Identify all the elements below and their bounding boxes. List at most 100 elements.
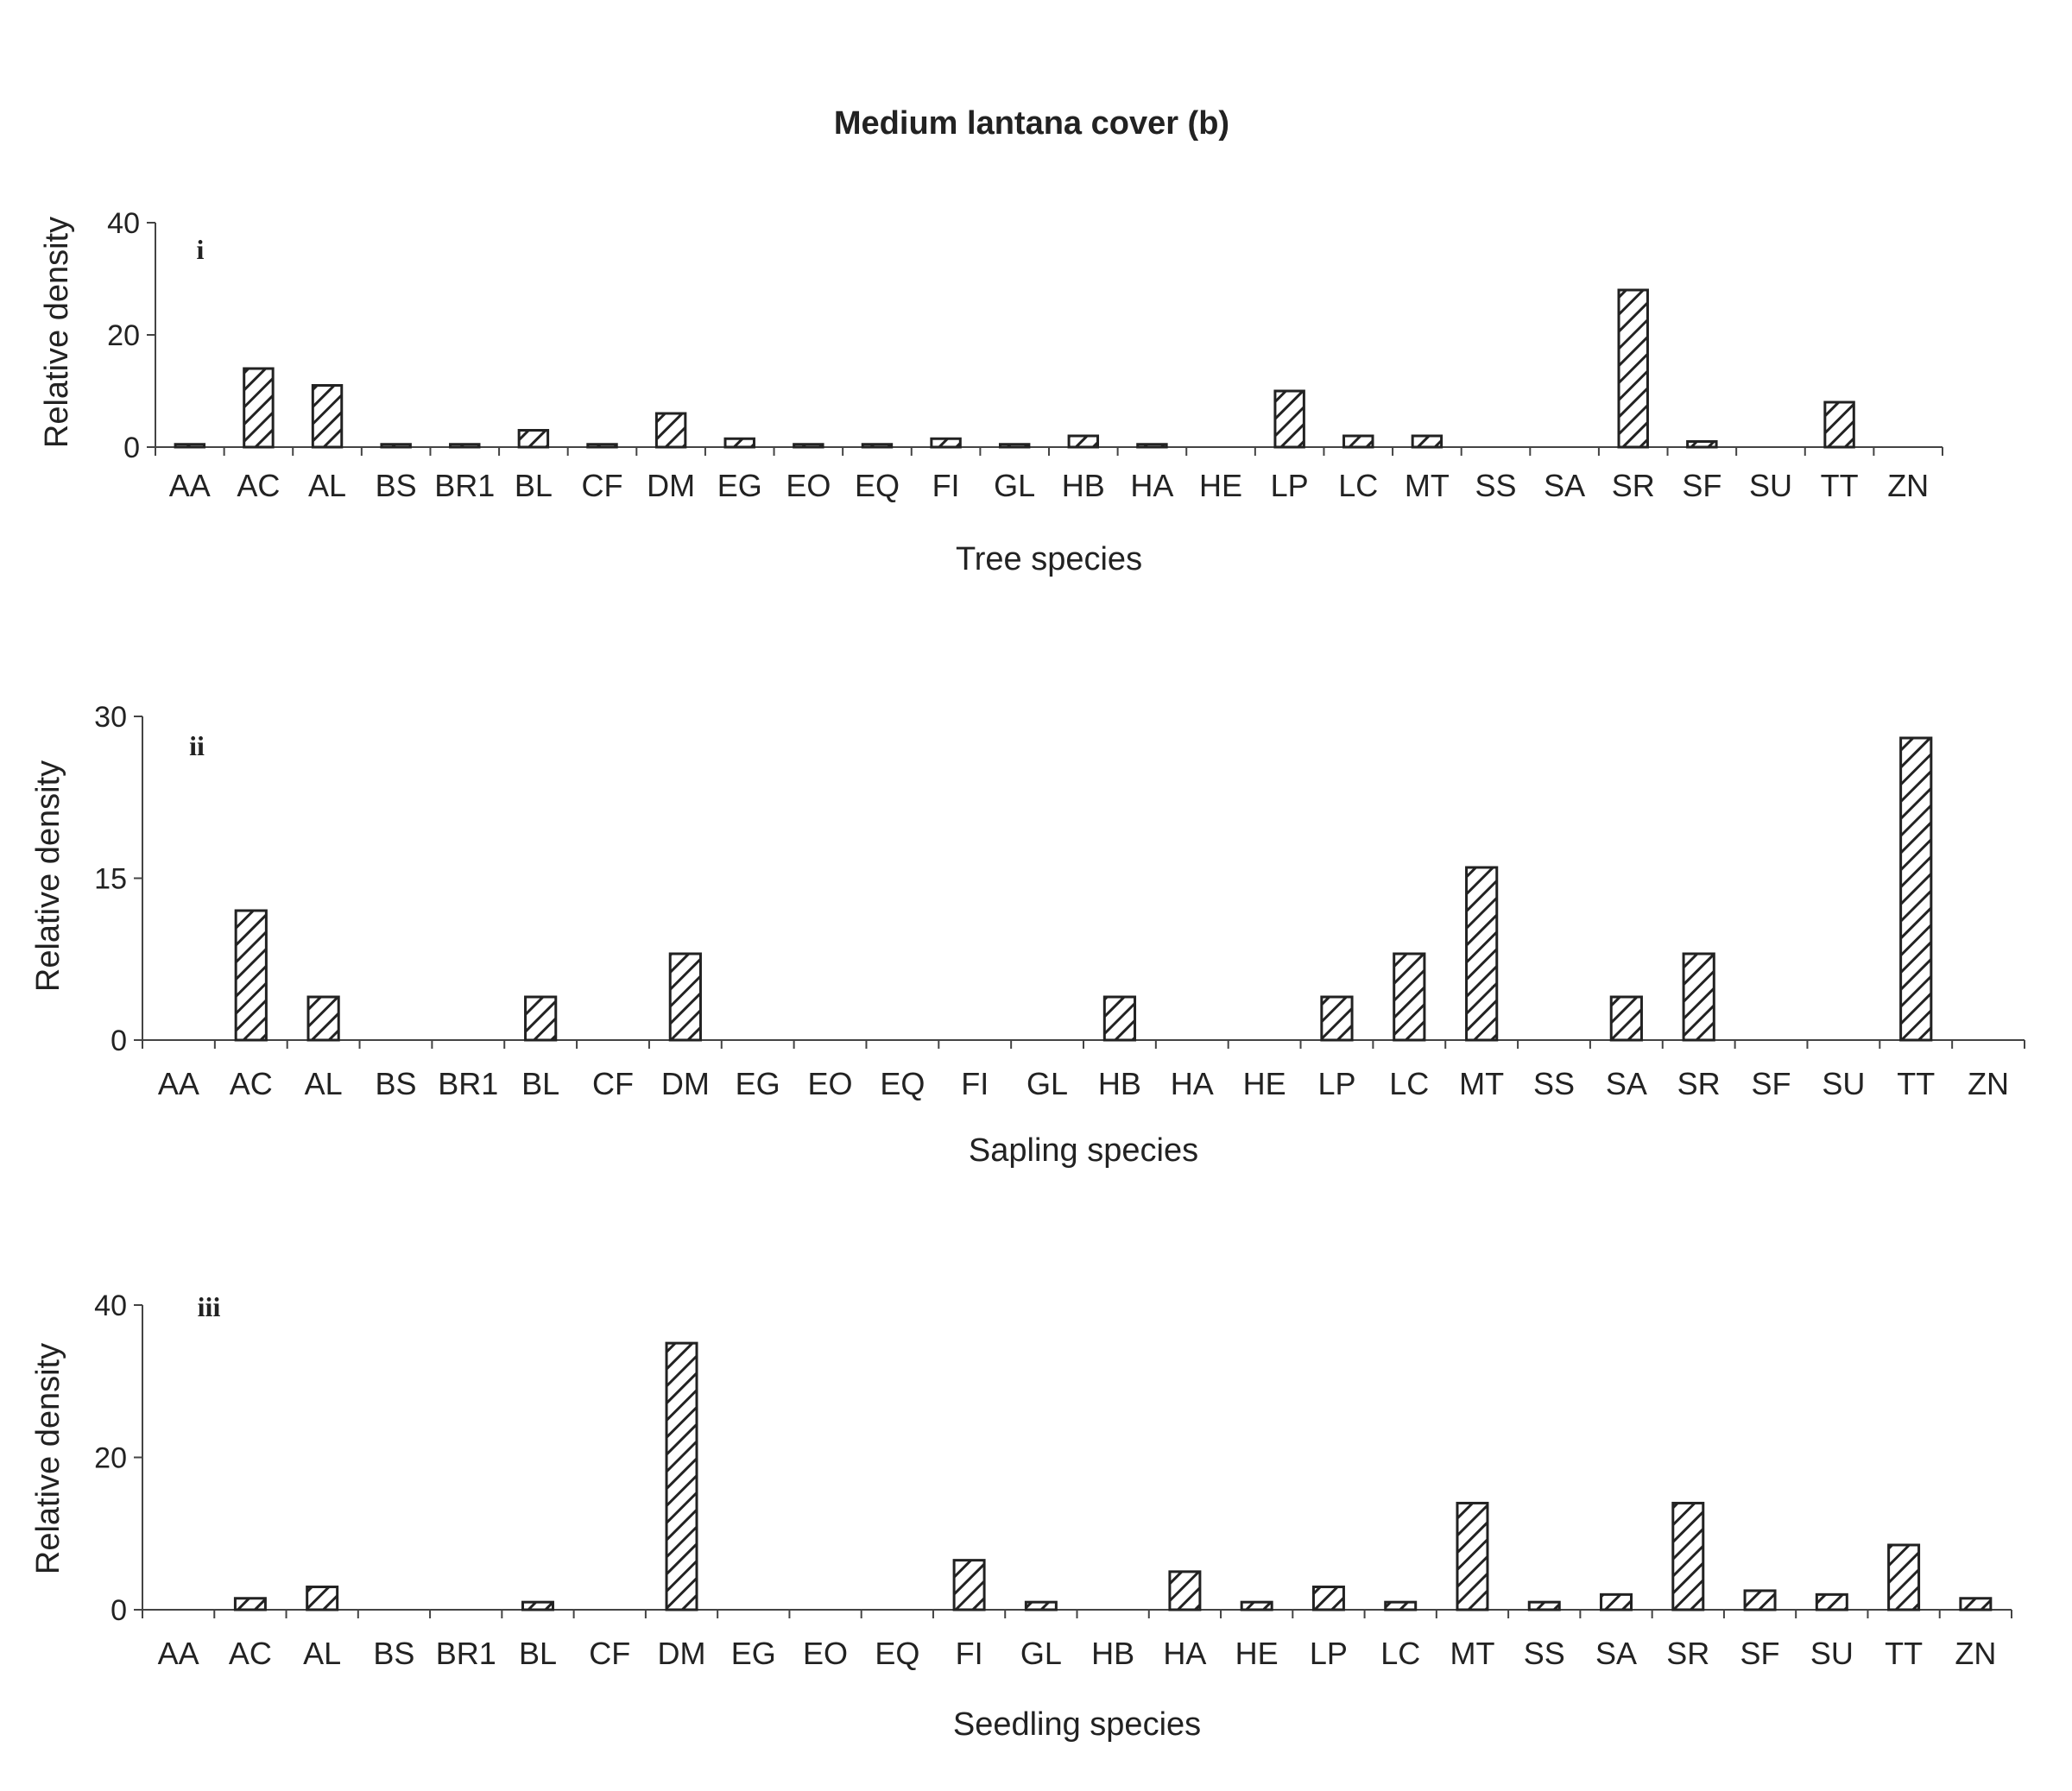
bar-br1 [449, 443, 481, 449]
x-tick-label: TT [1821, 468, 1859, 503]
x-tick-label: MT [1405, 468, 1450, 503]
y-tick-label: 0 [123, 432, 140, 464]
chart-panel-3: 0 20 40 AA AC AL BS BR1 BL CF DM EG EO EQ FI GL HB HA HE LP… [30, 1290, 2012, 1743]
bar-bl [517, 429, 550, 449]
x-tick-label: CF [582, 468, 623, 503]
bar-tt [1887, 1543, 1921, 1611]
x-tick-label: SU [1822, 1066, 1865, 1101]
bar-lc [1342, 434, 1374, 449]
x-tick-label: BL [515, 468, 553, 503]
bar-su [1815, 1592, 1848, 1611]
x-tick-label: EO [808, 1066, 853, 1101]
x-tick-label: HE [1243, 1066, 1286, 1101]
x-tick-label: GL [1020, 1636, 1062, 1671]
x-tick-label: HB [1062, 468, 1105, 503]
x-tick-label: CF [592, 1066, 634, 1101]
y-tick-label: 30 [94, 701, 127, 734]
x-tick-label: LP [1317, 1066, 1355, 1101]
y-axis-label: Relative density [39, 217, 75, 448]
bar-al [306, 1586, 339, 1611]
x-tick-label: DM [647, 468, 695, 503]
panel-label: i [197, 234, 205, 265]
bar-ac [243, 367, 275, 449]
x-tick-label: EG [717, 468, 762, 503]
bar-eo [793, 443, 824, 449]
bar-sr [1671, 1501, 1705, 1611]
bar-lp [1311, 1586, 1345, 1611]
x-tick-label: SU [1749, 468, 1792, 503]
y-tick-label: 20 [94, 1442, 127, 1475]
x-tick-label: HA [1163, 1636, 1206, 1671]
x-tick-label: AL [308, 468, 346, 503]
x-tick-label: HA [1130, 468, 1173, 503]
bar-dm [665, 1341, 698, 1611]
bar-al [306, 995, 340, 1042]
bar-sf [1743, 1589, 1777, 1611]
bar-lc [1393, 952, 1426, 1042]
x-tick-label: BR1 [438, 1066, 498, 1101]
x-tick-label: DM [658, 1636, 706, 1671]
bar-al [311, 384, 344, 449]
x-tick-label: SS [1533, 1066, 1575, 1101]
bar-hb [1067, 434, 1100, 449]
bar-ss [1527, 1600, 1561, 1611]
bar-tt [1823, 400, 1855, 449]
x-tick-label: SF [1682, 468, 1721, 503]
x-tick-label: AC [229, 1636, 272, 1671]
x-tick-label: HA [1171, 1066, 1214, 1101]
x-tick-label: FI [932, 468, 960, 503]
x-tick-label: FI [961, 1066, 989, 1101]
x-tick-label: AC [230, 1066, 273, 1101]
bar-lp [1320, 995, 1354, 1042]
bar-bs [380, 443, 412, 449]
y-tick-label: 40 [94, 1290, 127, 1322]
x-tick-label: BS [376, 468, 417, 503]
y-tick-label: 20 [107, 319, 140, 352]
x-tick-label: LP [1310, 1636, 1348, 1671]
bar-sa [1609, 995, 1643, 1042]
y-tick-label: 40 [107, 207, 140, 240]
bar-gl [1024, 1600, 1058, 1611]
x-tick-label: ZN [1968, 1066, 2009, 1101]
x-tick-label: HE [1199, 468, 1242, 503]
bar-ac [233, 1597, 267, 1611]
x-tick-label: EG [731, 1636, 776, 1671]
x-tick-label: AC [237, 468, 280, 503]
bar-ac [234, 909, 268, 1042]
bar-hb [1102, 995, 1137, 1042]
bar-zn [1959, 1597, 1993, 1611]
x-tick-label: EQ [855, 468, 900, 503]
x-tick-label: LP [1271, 468, 1309, 503]
bar-bl [521, 1600, 554, 1611]
bar-eq [861, 443, 894, 449]
x-tick-label: BL [519, 1636, 557, 1671]
panel-label: iii [198, 1291, 221, 1322]
bar-sa [1600, 1592, 1633, 1611]
chart-panel-1: 0 20 40 AA AC AL BS BR1 BL CF DM EG EO EQ FI GL HB HA HE LP… [39, 207, 1943, 577]
x-tick-label: BS [375, 1066, 416, 1101]
bar-sf [1686, 440, 1718, 449]
x-tick-label: TT [1897, 1066, 1935, 1101]
bar-ha [1168, 1570, 1202, 1611]
x-tick-label: AA [158, 1066, 199, 1101]
x-tick-label: EQ [875, 1636, 919, 1671]
y-axis-label: Relative density [30, 760, 66, 992]
bar-bl [524, 995, 558, 1042]
bar-mt [1465, 866, 1499, 1042]
bar-mt [1456, 1501, 1489, 1611]
bar-dm [668, 952, 702, 1042]
x-tick-label: LC [1380, 1636, 1420, 1671]
panel-label: ii [189, 730, 205, 761]
bar-gl [998, 443, 1031, 449]
x-tick-label: SS [1475, 468, 1516, 503]
x-tick-label: HE [1235, 1636, 1279, 1671]
x-tick-label: AA [169, 468, 211, 503]
x-tick-label: FI [956, 1636, 983, 1671]
x-tick-label: AL [303, 1636, 341, 1671]
y-tick-label: 0 [111, 1025, 127, 1057]
bar-fi [930, 437, 962, 449]
x-tick-label: SR [1666, 1636, 1709, 1671]
x-tick-label: CF [589, 1636, 630, 1671]
x-tick-label: GL [1027, 1066, 1068, 1101]
